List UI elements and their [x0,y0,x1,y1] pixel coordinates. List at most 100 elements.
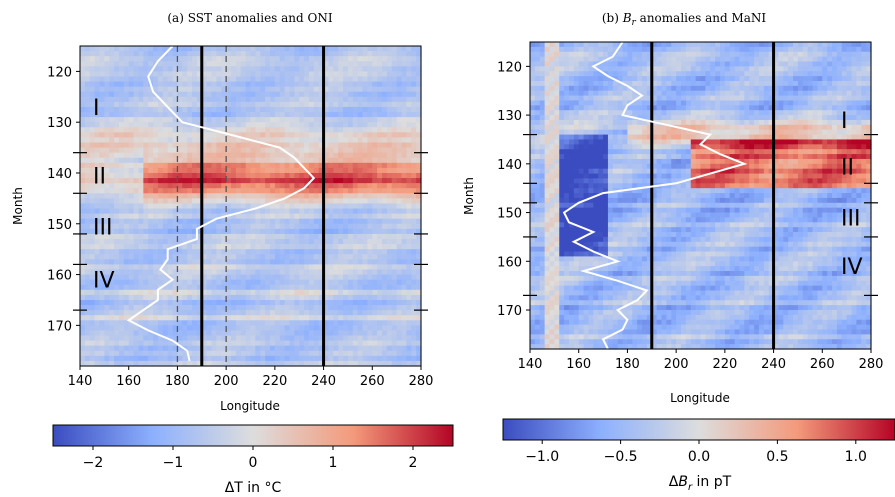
heatmap-cell [318,340,325,347]
heatmap-cell [386,279,393,286]
heatmap-cell [226,355,232,362]
heatmap-cell [167,147,174,154]
heatmap-cell [416,228,422,235]
heatmap-cell [304,147,310,154]
heatmap-cell [294,269,300,276]
heatmap-cell [289,157,295,164]
heatmap-cell [357,183,364,189]
heatmap-cell [676,46,682,53]
heatmap-cell [153,223,159,230]
heatmap-cell [114,127,120,133]
heatmap-cell [240,91,247,98]
heatmap-cell [333,274,339,281]
heatmap-cell [172,167,179,174]
heatmap-cell [357,147,364,154]
heatmap-cell [231,122,237,128]
heatmap-cell [323,340,330,347]
heatmap-cell [89,91,96,98]
heatmap-cell [192,147,198,154]
heatmap-cell [758,71,765,77]
heatmap-cell [187,162,193,169]
heatmap-cell [666,71,672,77]
heatmap-cell [269,320,276,326]
heatmap-cell [138,208,144,215]
heatmap-cell [690,56,697,63]
heatmap-cell [99,218,105,225]
heatmap-cell [564,42,570,48]
heatmap-cell [382,223,388,230]
heatmap-cell [754,46,760,53]
heatmap-cell [201,117,208,123]
heatmap-cell [289,279,295,286]
heatmap-cell [192,345,198,352]
heatmap-cell [153,142,159,149]
heatmap-cell [377,61,383,67]
heatmap-cell [94,66,101,72]
heatmap-cell [318,223,325,230]
heatmap-cell [401,335,407,342]
heatmap-cell [352,208,359,215]
heatmap-cell [274,213,281,220]
heatmap-cell [357,233,364,240]
heatmap-cell [231,127,237,133]
heatmap-cell [294,147,300,154]
heatmap-cell [416,355,422,362]
heatmap-cell [157,86,164,93]
heatmap-cell [700,61,706,67]
heatmap-cell [318,76,325,83]
heatmap-cell [382,162,388,169]
heatmap-cell [338,350,344,357]
heatmap-cell [192,193,198,199]
heatmap-cell [84,172,91,179]
heatmap-cell [114,233,120,240]
heatmap-cell [187,305,193,311]
heatmap-cell [99,233,105,240]
heatmap-cell [406,157,412,164]
heatmap-cell [274,274,281,281]
heatmap-cell [367,233,373,240]
heatmap-cell [192,112,198,118]
heatmap-cell [211,325,217,332]
heatmap-cell [343,218,349,225]
heatmap-cell [211,233,217,240]
heatmap-cell [265,147,271,154]
heatmap-cell [245,193,252,199]
heatmap-cell [328,310,334,316]
heatmap-cell [367,127,373,133]
heatmap-cell [386,325,393,332]
heatmap-cell [192,294,198,301]
heatmap-cell [304,239,310,245]
heatmap-cell [386,284,393,291]
heatmap-cell [372,325,378,332]
heatmap-cell [401,86,407,93]
heatmap-cell [338,142,344,149]
heatmap-cell [406,51,412,57]
heatmap-cell [128,127,135,133]
heatmap-cell [104,66,110,72]
heatmap-cell [372,152,378,159]
heatmap-cell [231,152,237,159]
heatmap-cell [182,193,188,199]
heatmap-cell [401,188,407,194]
heatmap-cell [255,208,261,215]
heatmap-cell [118,46,125,52]
heatmap-cell [362,172,369,179]
heatmap-cell [318,172,325,179]
heatmap-cell [99,132,105,139]
heatmap-cell [396,239,403,245]
heatmap-cell [612,61,619,67]
heatmap-cell [153,299,159,306]
heatmap-cell [235,249,242,255]
heatmap-cell [94,294,101,301]
heatmap-cell [231,117,237,123]
heatmap-cell [104,330,110,337]
heatmap-cell [187,152,193,159]
heatmap-cell [138,315,144,321]
heatmap-cell [284,162,291,169]
heatmap-cell [172,264,179,271]
heatmap-cell [216,71,222,78]
heatmap-cell [226,294,232,301]
heatmap-cell [304,274,310,281]
heatmap-cell [104,86,110,93]
heatmap-cell [318,203,325,210]
